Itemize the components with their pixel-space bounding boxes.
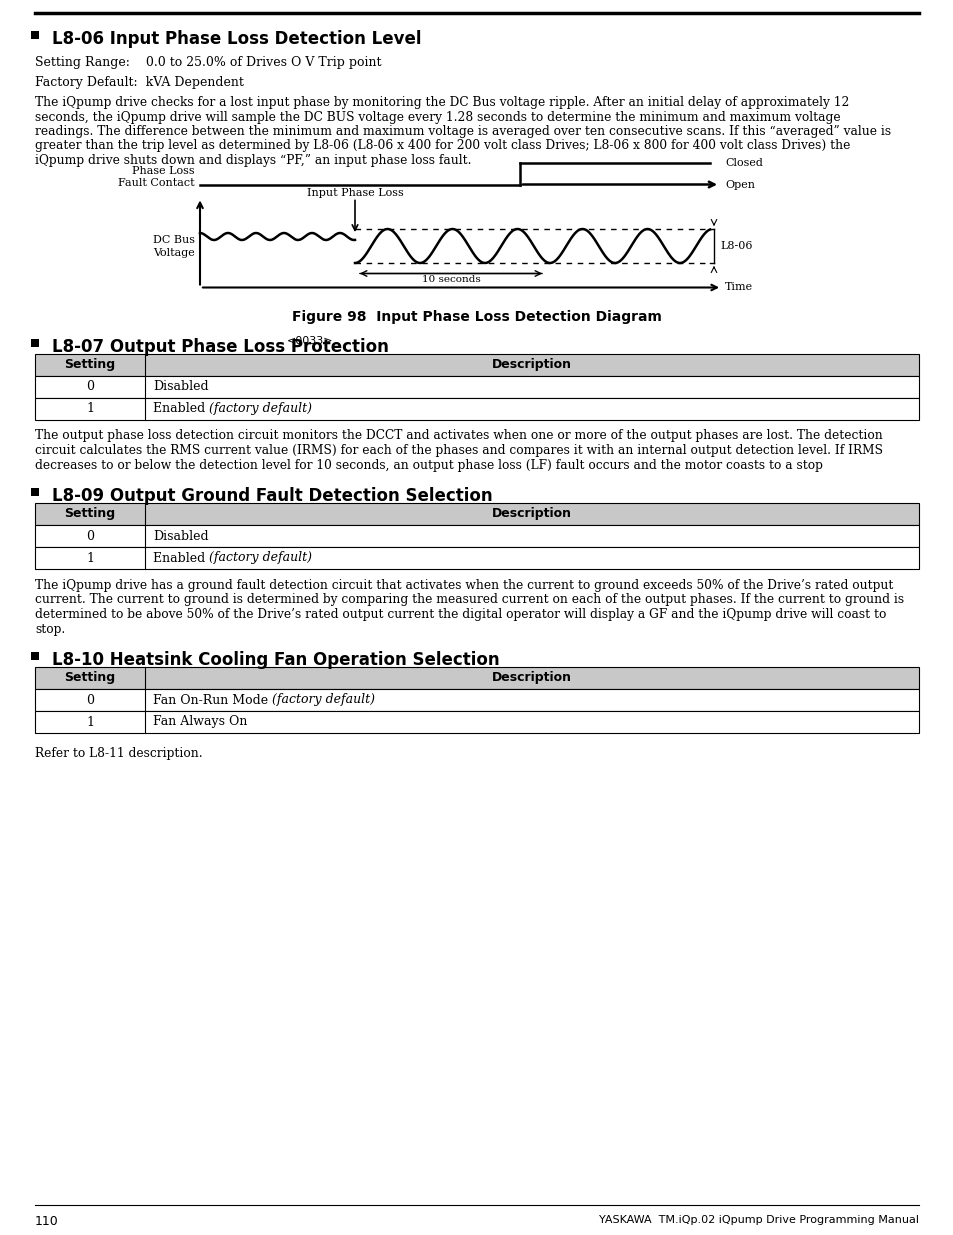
Text: Description: Description [492, 508, 572, 520]
Text: Phase Loss: Phase Loss [132, 165, 194, 175]
Bar [35, 375, 918, 398]
Text: Disabled: Disabled [152, 530, 209, 542]
Text: 1: 1 [86, 403, 94, 415]
Text: L8-06: L8-06 [720, 241, 752, 251]
Text: <0033>: <0033> [286, 336, 333, 346]
Text: stop.: stop. [35, 622, 65, 636]
Text: Description: Description [492, 358, 572, 370]
Text: Refer to L8-11 description.: Refer to L8-11 description. [35, 747, 202, 760]
Text: L8-07 Output Phase Loss Protection: L8-07 Output Phase Loss Protection [52, 337, 389, 356]
Text: 110: 110 [35, 1215, 59, 1228]
Text: The iQpump drive checks for a lost input phase by monitoring the DC Bus voltage : The iQpump drive checks for a lost input… [35, 96, 848, 109]
Text: Input Phase Loss: Input Phase Loss [306, 188, 403, 198]
Bar [35, 711, 918, 734]
Bar [30, 338, 39, 347]
Bar [35, 398, 918, 420]
Text: greater than the trip level as determined by L8-06 (L8-06 x 400 for 200 volt cla: greater than the trip level as determine… [35, 140, 849, 152]
Text: Fault Contact: Fault Contact [118, 178, 194, 188]
Text: L8-10 Heatsink Cooling Fan Operation Selection: L8-10 Heatsink Cooling Fan Operation Sel… [52, 651, 499, 669]
Text: Setting Range:    0.0 to 25.0% of Drives O V Trip point: Setting Range: 0.0 to 25.0% of Drives O … [35, 56, 381, 69]
Text: Open: Open [724, 179, 754, 189]
Text: 1: 1 [86, 552, 94, 564]
Text: determined to be above 50% of the Drive’s rated output current the digital opera: determined to be above 50% of the Drive’… [35, 608, 885, 621]
Text: (factory default): (factory default) [209, 403, 312, 415]
Text: current. The current to ground is determined by comparing the measured current o: current. The current to ground is determ… [35, 594, 903, 606]
Text: L8-07 Output Phase Loss Protection: L8-07 Output Phase Loss Protection [52, 337, 389, 356]
Bar [35, 525, 918, 547]
Text: The iQpump drive has a ground fault detection circuit that activates when the cu: The iQpump drive has a ground fault dete… [35, 579, 892, 592]
Text: circuit calculates the RMS current value (IRMS) for each of the phases and compa: circuit calculates the RMS current value… [35, 445, 882, 457]
Text: Figure 98  Input Phase Loss Detection Diagram: Figure 98 Input Phase Loss Detection Dia… [292, 310, 661, 324]
Text: Setting: Setting [65, 672, 115, 684]
Text: seconds, the iQpump drive will sample the DC BUS voltage every 1.28 seconds to d: seconds, the iQpump drive will sample th… [35, 110, 840, 124]
Bar [30, 652, 39, 659]
Text: Fan Always On: Fan Always On [152, 715, 247, 729]
Text: 1: 1 [86, 715, 94, 729]
Text: readings. The difference between the minimum and maximum voltage is averaged ove: readings. The difference between the min… [35, 125, 890, 138]
Text: (factory default): (factory default) [209, 552, 312, 564]
Text: Setting: Setting [65, 358, 115, 370]
Text: Description: Description [492, 672, 572, 684]
Bar [30, 31, 39, 40]
Text: decreases to or below the detection level for 10 seconds, an output phase loss (: decreases to or below the detection leve… [35, 458, 822, 472]
Text: DC Bus: DC Bus [152, 235, 194, 245]
Text: 0: 0 [86, 530, 94, 542]
Text: Closed: Closed [724, 158, 762, 168]
Text: Time: Time [724, 283, 752, 293]
Bar [35, 503, 918, 525]
Text: Enabled: Enabled [152, 403, 209, 415]
Text: Disabled: Disabled [152, 380, 209, 393]
Bar [35, 689, 918, 711]
Text: Factory Default:  kVA Dependent: Factory Default: kVA Dependent [35, 77, 244, 89]
Text: The output phase loss detection circuit monitors the DCCT and activates when one: The output phase loss detection circuit … [35, 430, 882, 442]
Text: Fan On-Run Mode: Fan On-Run Mode [152, 694, 272, 706]
Text: Enabled: Enabled [152, 552, 209, 564]
Text: L8-06 Input Phase Loss Detection Level: L8-06 Input Phase Loss Detection Level [52, 30, 421, 48]
Text: (factory default): (factory default) [272, 694, 375, 706]
Bar [35, 353, 918, 375]
Text: 0: 0 [86, 380, 94, 393]
Bar [35, 667, 918, 689]
Text: 10 seconds: 10 seconds [421, 275, 480, 284]
Bar [30, 488, 39, 496]
Text: 0: 0 [86, 694, 94, 706]
Text: Setting: Setting [65, 508, 115, 520]
Text: YASKAWA  TM.iQp.02 iQpump Drive Programming Manual: YASKAWA TM.iQp.02 iQpump Drive Programmi… [598, 1215, 918, 1225]
Text: iQpump drive shuts down and displays “PF,” an input phase loss fault.: iQpump drive shuts down and displays “PF… [35, 154, 471, 167]
Bar [35, 547, 918, 569]
Text: Voltage: Voltage [153, 248, 194, 258]
Text: L8-09 Output Ground Fault Detection Selection: L8-09 Output Ground Fault Detection Sele… [52, 487, 492, 505]
